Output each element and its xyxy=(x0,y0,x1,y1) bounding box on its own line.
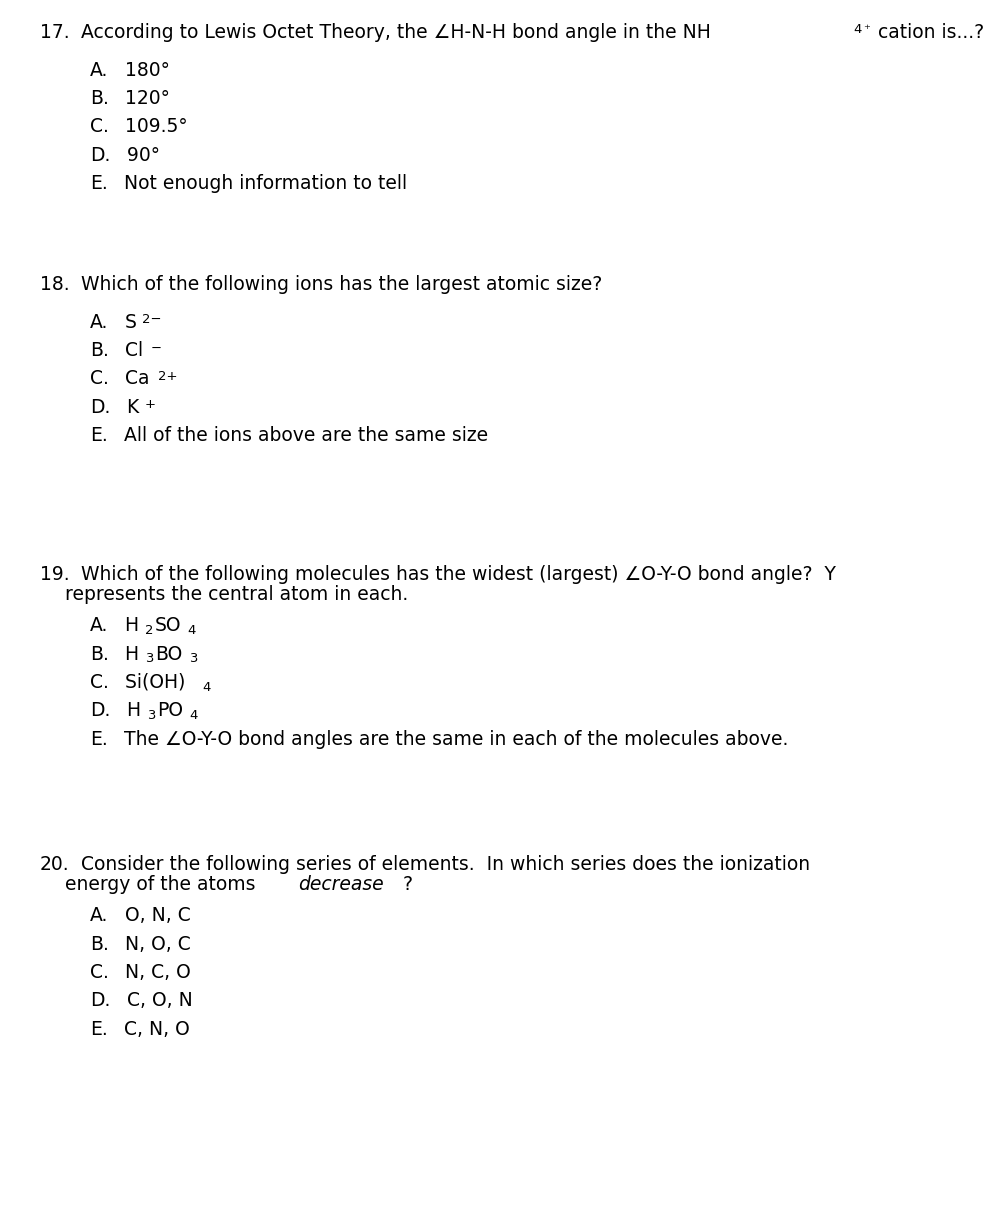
Text: Not enough information to tell: Not enough information to tell xyxy=(112,174,407,193)
Text: Which of the following ions has the largest atomic size?: Which of the following ions has the larg… xyxy=(81,276,602,294)
Text: 20.: 20. xyxy=(40,855,70,874)
Text: E.: E. xyxy=(90,426,108,446)
Text: 4: 4 xyxy=(203,681,211,693)
Text: N, O, C: N, O, C xyxy=(114,935,192,954)
Text: 4: 4 xyxy=(190,709,198,722)
Text: 90°: 90° xyxy=(115,146,161,165)
Text: Which of the following molecules has the widest (largest) ∠O-Y-O bond angle?  Y: Which of the following molecules has the… xyxy=(81,565,836,584)
Text: cation is...?: cation is...? xyxy=(872,23,984,42)
Text: 4: 4 xyxy=(853,23,861,36)
Text: C.: C. xyxy=(90,673,109,692)
Text: H: H xyxy=(115,702,142,720)
Text: N, C, O: N, C, O xyxy=(114,963,192,982)
Text: 109.5°: 109.5° xyxy=(114,118,188,136)
Text: All of the ions above are the same size: All of the ions above are the same size xyxy=(112,426,488,446)
Text: 2: 2 xyxy=(145,624,154,637)
Text: The ∠O-Y-O bond angles are the same in each of the molecules above.: The ∠O-Y-O bond angles are the same in e… xyxy=(112,730,788,749)
Text: 3: 3 xyxy=(189,652,198,665)
Text: energy of the atoms: energy of the atoms xyxy=(65,875,255,895)
Text: E.: E. xyxy=(90,174,108,193)
Text: D.: D. xyxy=(90,398,111,416)
Text: C, N, O: C, N, O xyxy=(112,1020,190,1039)
Text: 2+: 2+ xyxy=(158,370,178,382)
Text: 2−: 2− xyxy=(142,313,162,327)
Text: −: − xyxy=(151,341,162,354)
Text: B.: B. xyxy=(90,89,109,108)
Text: 120°: 120° xyxy=(114,89,171,108)
Text: Cl: Cl xyxy=(114,341,144,361)
Text: 180°: 180° xyxy=(113,61,170,80)
Text: ?: ? xyxy=(403,875,413,895)
Text: B.: B. xyxy=(90,341,109,361)
Text: O, N, C: O, N, C xyxy=(113,907,191,925)
Text: 3: 3 xyxy=(146,652,154,665)
Text: A.: A. xyxy=(90,61,109,80)
Text: A.: A. xyxy=(90,617,109,635)
Text: BO: BO xyxy=(156,645,183,664)
Text: According to Lewis Octet Theory, the ∠H-N-H bond angle in the NH: According to Lewis Octet Theory, the ∠H-… xyxy=(81,23,711,42)
Text: A.: A. xyxy=(90,907,109,925)
Text: H: H xyxy=(113,617,139,635)
Text: D.: D. xyxy=(90,702,111,720)
Text: B.: B. xyxy=(90,645,109,664)
Text: PO: PO xyxy=(158,702,184,720)
Text: represents the central atom in each.: represents the central atom in each. xyxy=(65,585,408,605)
Text: D.: D. xyxy=(90,992,111,1010)
Text: E.: E. xyxy=(90,1020,108,1039)
Text: 17.: 17. xyxy=(40,23,70,42)
Text: Consider the following series of elements.  In which series does the ionization: Consider the following series of element… xyxy=(81,855,810,874)
Text: H: H xyxy=(114,645,140,664)
Text: C, O, N: C, O, N xyxy=(115,992,193,1010)
Text: B.: B. xyxy=(90,935,109,954)
Text: C.: C. xyxy=(90,963,109,982)
Text: C.: C. xyxy=(90,369,109,388)
Text: Si(OH): Si(OH) xyxy=(114,673,186,692)
Text: Ca: Ca xyxy=(114,369,150,388)
Text: D.: D. xyxy=(90,146,111,165)
Text: 18.: 18. xyxy=(40,276,70,294)
Text: 4: 4 xyxy=(188,624,196,637)
Text: 19.: 19. xyxy=(40,565,70,584)
Text: K: K xyxy=(115,398,140,416)
Text: S: S xyxy=(113,313,137,331)
Text: C.: C. xyxy=(90,118,109,136)
Text: +: + xyxy=(145,398,156,412)
Text: E.: E. xyxy=(90,730,108,749)
Text: ⁺: ⁺ xyxy=(863,23,870,36)
Text: decrease: decrease xyxy=(298,875,384,895)
Text: SO: SO xyxy=(156,617,182,635)
Text: A.: A. xyxy=(90,313,109,331)
Text: 3: 3 xyxy=(148,709,156,722)
